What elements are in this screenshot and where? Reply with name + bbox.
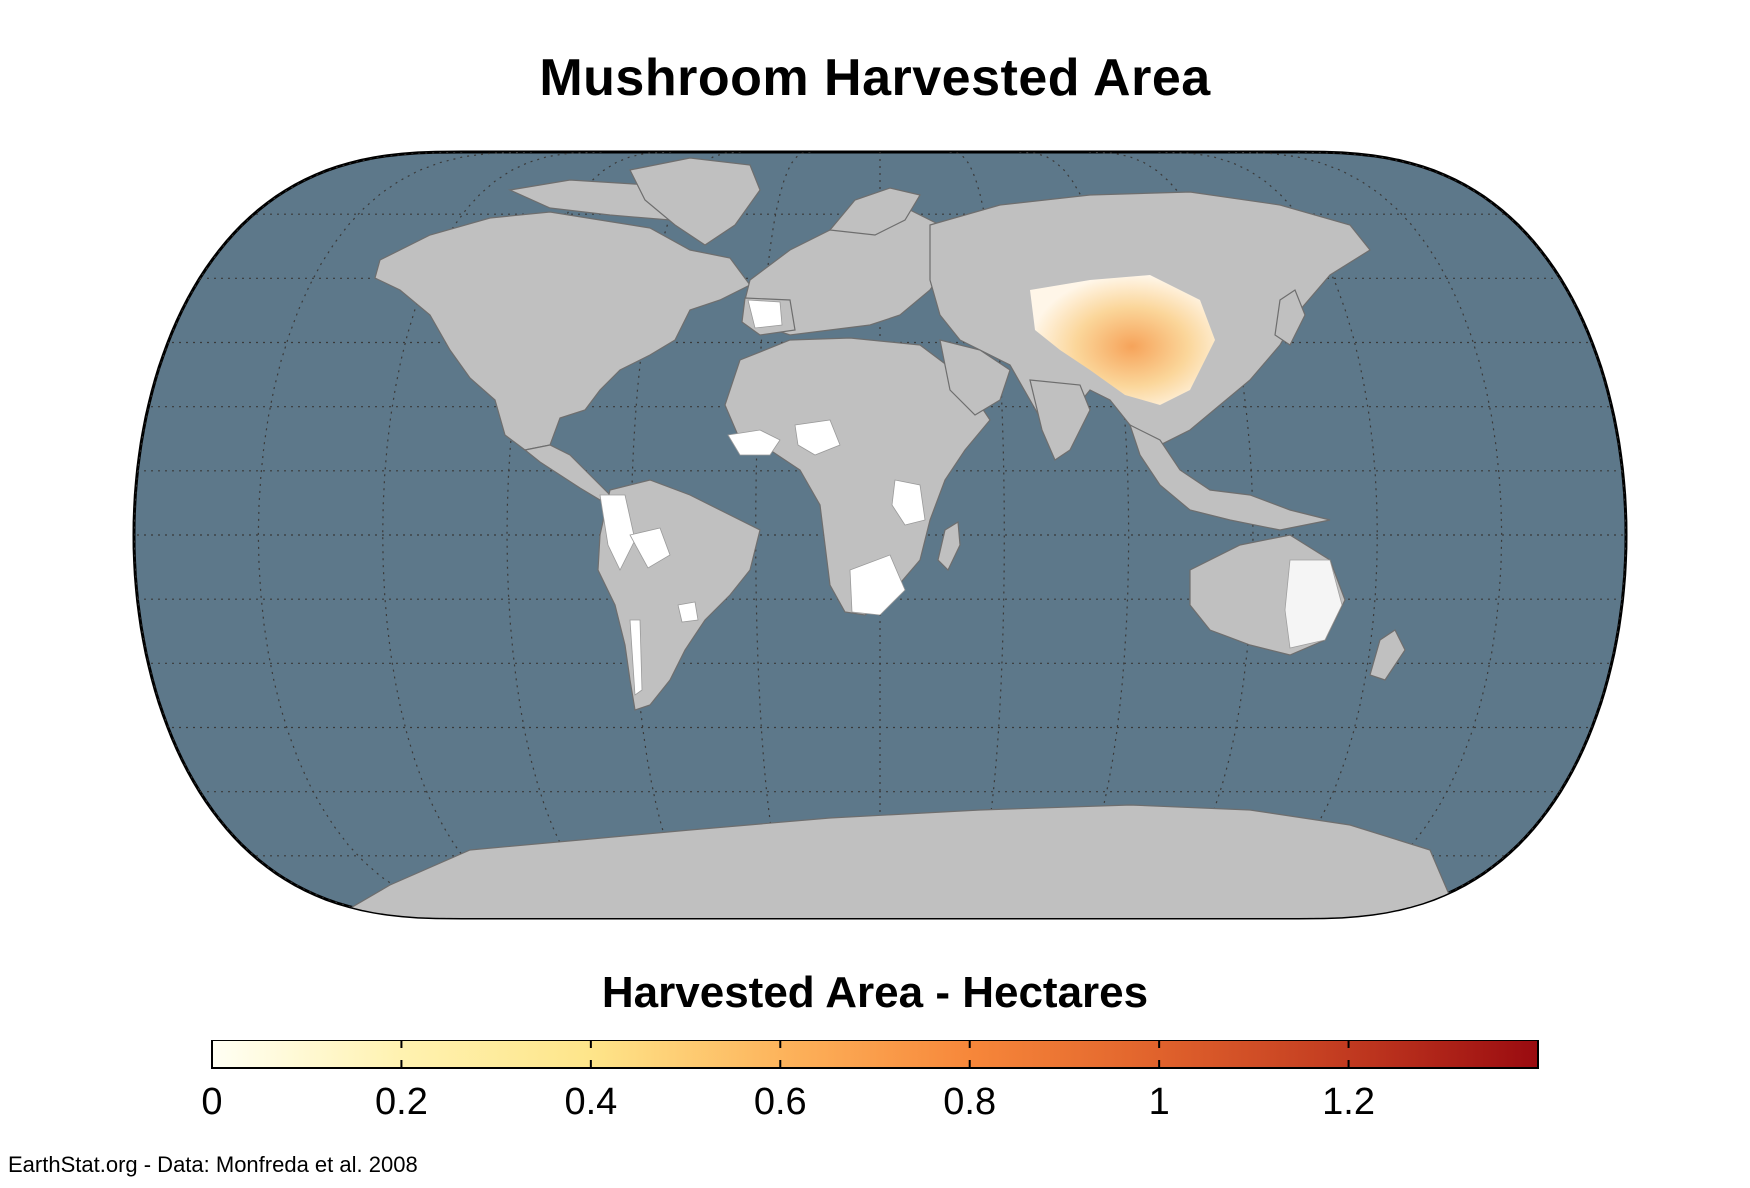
harvest-china bbox=[1030, 275, 1215, 405]
land-japan bbox=[1274, 289, 1306, 346]
harvest-peru bbox=[599, 494, 636, 571]
world-map bbox=[132, 150, 1628, 920]
map-title: Mushroom Harvested Area bbox=[539, 49, 1211, 107]
data-credit: EarthStat.org - Data: Monfreda et al. 20… bbox=[8, 1152, 418, 1177]
colorbar-tick-label: 0.6 bbox=[754, 1081, 807, 1123]
land-new-zealand bbox=[1369, 629, 1406, 681]
colorbar-tick-label: 0 bbox=[201, 1081, 222, 1123]
colorbar-ticks: 0 0.2 0.4 0.6 0.8 1 1.2 bbox=[201, 1040, 1375, 1123]
harvest-west-africa bbox=[727, 429, 781, 456]
harvest-bolivia bbox=[629, 527, 671, 569]
legend-title: Harvested Area - Hectares bbox=[601, 968, 1149, 1017]
land-greenland bbox=[629, 157, 761, 246]
colorbar-tick-label: 0.4 bbox=[564, 1081, 617, 1123]
land-india bbox=[1029, 379, 1091, 461]
land-southeast-asia bbox=[1128, 423, 1331, 531]
graticule-meridian bbox=[257, 152, 532, 918]
harvest-australia bbox=[1284, 559, 1343, 649]
harvest-east-africa bbox=[891, 479, 926, 526]
colorbar: 0 0.2 0.4 0.6 0.8 1 1.2 bbox=[201, 1040, 1539, 1123]
harvest-spain bbox=[747, 299, 783, 329]
harvest-nigeria bbox=[794, 419, 841, 456]
land-antarctica bbox=[327, 804, 1461, 918]
harvest-south-africa bbox=[849, 554, 906, 616]
land-north-america bbox=[374, 211, 751, 451]
land-scandinavia bbox=[828, 187, 921, 236]
colorbar-tick-label: 0.8 bbox=[943, 1081, 996, 1123]
harvest-chile bbox=[629, 619, 643, 696]
harvest-uruguay bbox=[677, 601, 699, 623]
harvested-areas bbox=[599, 275, 1343, 696]
land-madagascar bbox=[937, 520, 961, 572]
graticule-meridian bbox=[1228, 152, 1503, 918]
land-arabia bbox=[939, 339, 1011, 416]
colorbar-tick-label: 0.2 bbox=[375, 1081, 428, 1123]
colorbar-gradient bbox=[211, 1040, 1539, 1069]
colorbar-tick-label: 1 bbox=[1149, 1081, 1170, 1123]
colorbar-tick-label: 1.2 bbox=[1322, 1081, 1375, 1123]
